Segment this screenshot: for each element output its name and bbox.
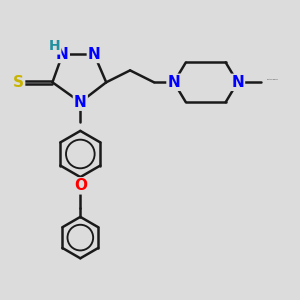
Text: N: N bbox=[74, 95, 87, 110]
Text: N: N bbox=[88, 47, 100, 62]
Text: S: S bbox=[13, 75, 24, 90]
Text: N: N bbox=[231, 75, 244, 90]
Text: N: N bbox=[56, 47, 69, 62]
Text: H: H bbox=[49, 40, 60, 53]
Text: methyl implied: methyl implied bbox=[268, 79, 278, 80]
Text: N: N bbox=[167, 75, 180, 90]
Text: O: O bbox=[74, 178, 87, 193]
